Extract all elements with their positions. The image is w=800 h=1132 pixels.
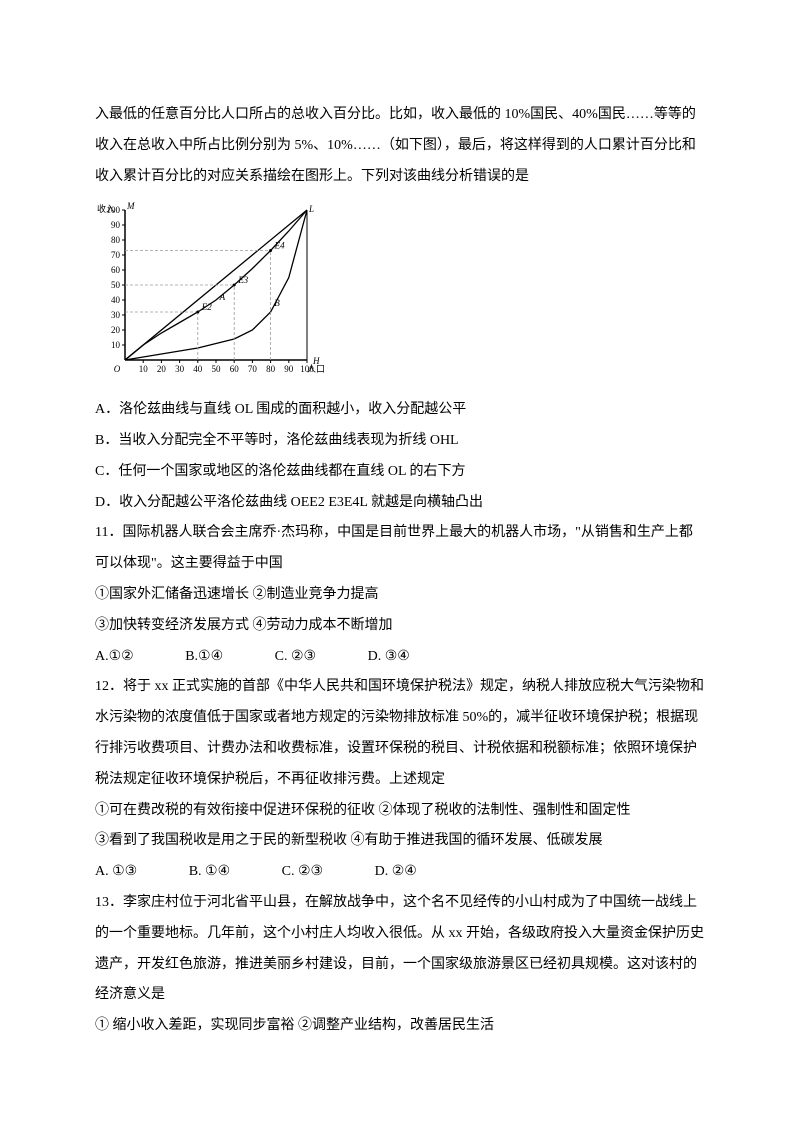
svg-text:30: 30 xyxy=(175,364,185,374)
svg-text:60: 60 xyxy=(111,265,121,275)
svg-text:50: 50 xyxy=(111,280,121,290)
svg-text:70: 70 xyxy=(111,250,121,260)
q12-options: A. ①③ B. ①④ C. ②③ D. ②④ xyxy=(95,857,705,888)
svg-text:A: A xyxy=(219,292,226,302)
svg-text:20: 20 xyxy=(157,364,167,374)
q10-option-b: B．当收入分配完全不平等时，洛伦兹曲线表现为折线 OHL xyxy=(95,426,705,457)
q11-stem: 11．国际机器人联合会主席乔·杰玛称，中国是目前世界上最大的机器人市场，"从销售… xyxy=(95,518,705,580)
q11-option-b: B.①④ xyxy=(185,642,223,673)
svg-text:90: 90 xyxy=(284,364,294,374)
exam-page: 入最低的任意百分比人口所占的总收入百分比。比如，收入最低的 10%国民、40%国… xyxy=(0,0,800,1102)
svg-text:M: M xyxy=(126,201,135,211)
q12-option-a: A. ①③ xyxy=(95,857,137,888)
lorenz-chart-svg: 1010202030304040505060607070808090901001… xyxy=(95,198,335,378)
q11-option-a: A.①② xyxy=(95,642,134,673)
q11-options: A.①② B.①④ C. ②③ D. ③④ xyxy=(95,642,705,673)
q13-statements-1: ① 缩小收入差距，实现同步富裕 ②调整产业结构，改善居民生活 xyxy=(95,1011,705,1042)
svg-text:收入: 收入 xyxy=(97,203,115,214)
intro-paragraph: 入最低的任意百分比人口所占的总收入百分比。比如，收入最低的 10%国民、40%国… xyxy=(95,100,705,192)
svg-text:20: 20 xyxy=(111,325,121,335)
q12-statements-2: ③看到了我国税收是用之于民的新型税收 ④有助于推进我国的循环发展、低碳发展 xyxy=(95,826,705,857)
svg-text:60: 60 xyxy=(230,364,240,374)
svg-text:H: H xyxy=(312,356,320,366)
q11-statements-1: ①国家外汇储备迅速增长 ②制造业竞争力提高 xyxy=(95,580,705,611)
q12-statements-1: ①可在费改税的有效衔接中促进环保税的征收 ②体现了税收的法制性、强制性和固定性 xyxy=(95,796,705,827)
lorenz-chart: 1010202030304040505060607070808090901001… xyxy=(95,198,705,391)
q11-option-c: C. ②③ xyxy=(275,642,316,673)
q12-option-c: C. ②③ xyxy=(282,857,323,888)
svg-text:E3: E3 xyxy=(237,275,248,285)
svg-text:80: 80 xyxy=(266,364,276,374)
q12-option-d: D. ②④ xyxy=(375,857,417,888)
q10-option-a: A．洛伦兹曲线与直线 OL 围成的面积越小，收入分配越公平 xyxy=(95,395,705,426)
q13-stem: 13．李家庄村位于河北省平山县，在解放战争中，这个名不见经传的小山村成为了中国统… xyxy=(95,888,705,1011)
svg-text:40: 40 xyxy=(111,295,121,305)
q12-stem: 12．将于 xx 正式实施的首部《中华人民共和国环境保护税法》规定，纳税人排放应… xyxy=(95,672,705,795)
svg-text:10: 10 xyxy=(139,364,149,374)
svg-text:40: 40 xyxy=(193,364,203,374)
svg-text:E4: E4 xyxy=(274,241,285,251)
svg-text:E2: E2 xyxy=(201,302,212,312)
svg-text:B: B xyxy=(274,298,280,308)
svg-text:L: L xyxy=(308,204,314,214)
q11-option-d: D. ③④ xyxy=(368,642,410,673)
svg-text:90: 90 xyxy=(111,220,121,230)
q11-statements-2: ③加快转变经济发展方式 ④劳动力成本不断增加 xyxy=(95,611,705,642)
svg-text:70: 70 xyxy=(248,364,258,374)
svg-text:50: 50 xyxy=(212,364,222,374)
q10-option-d: D．收入分配越公平洛伦兹曲线 OEE2 E3E4L 就越是向横轴凸出 xyxy=(95,488,705,519)
q12-option-b: B. ①④ xyxy=(189,857,230,888)
svg-text:30: 30 xyxy=(111,310,121,320)
svg-text:O: O xyxy=(114,364,121,374)
q10-option-c: C．任何一个国家或地区的洛伦兹曲线都在直线 OL 的右下方 xyxy=(95,457,705,488)
svg-text:80: 80 xyxy=(111,235,121,245)
svg-text:10: 10 xyxy=(111,340,121,350)
